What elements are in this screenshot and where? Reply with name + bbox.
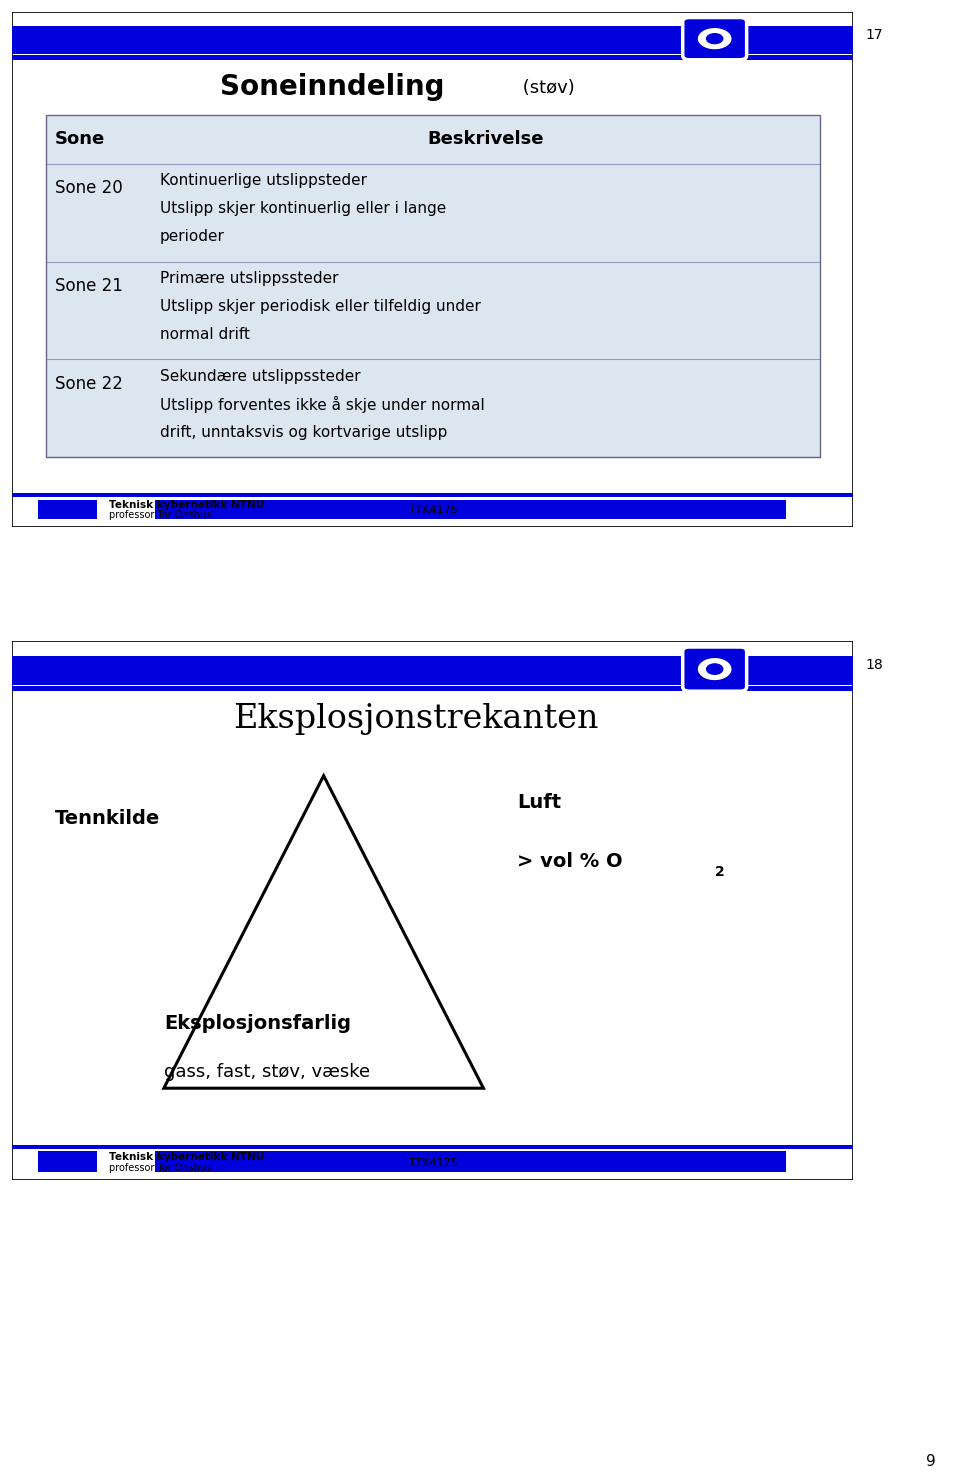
Bar	[12, 1144, 853, 1149]
Text: Utslipp skjer periodisk eller tilfeldig under: Utslipp skjer periodisk eller tilfeldig …	[159, 298, 481, 313]
Text: Primære utslippssteder: Primære utslippssteder	[159, 272, 338, 286]
Text: Sone: Sone	[55, 131, 105, 148]
Circle shape	[699, 659, 731, 680]
Text: 2: 2	[714, 865, 725, 879]
Text: 17: 17	[865, 28, 882, 42]
Bar	[12, 686, 853, 692]
Bar	[156, 1152, 786, 1172]
Bar	[46, 261, 820, 359]
Bar	[12, 55, 853, 59]
Bar	[12, 25, 853, 53]
Text: 18: 18	[865, 657, 882, 672]
Bar	[37, 500, 97, 519]
Text: Beskrivelse: Beskrivelse	[427, 131, 543, 148]
Circle shape	[699, 28, 731, 49]
Text: Eksplosjonsfarlig: Eksplosjonsfarlig	[164, 1014, 350, 1033]
Text: Sone 21: Sone 21	[55, 278, 123, 295]
Text: Teknisk kybernetikk NTNU: Teknisk kybernetikk NTNU	[109, 500, 264, 510]
Text: professor Tor Onshus: professor Tor Onshus	[109, 510, 211, 521]
Bar	[12, 656, 853, 686]
Text: Sone 22: Sone 22	[55, 375, 123, 393]
Bar	[156, 500, 786, 519]
Text: professor Tor Onshus: professor Tor Onshus	[109, 1163, 211, 1172]
Bar	[46, 359, 820, 457]
Text: 9: 9	[926, 1454, 936, 1469]
Text: normal drift: normal drift	[159, 326, 250, 341]
Text: drift, unntaksvis og kortvarige utslipp: drift, unntaksvis og kortvarige utslipp	[159, 424, 447, 439]
Text: > vol % O: > vol % O	[517, 852, 623, 871]
Text: Kontinuerlige utslippsteder: Kontinuerlige utslippsteder	[159, 174, 367, 188]
Bar	[37, 1152, 97, 1172]
Text: Tennkilde: Tennkilde	[55, 809, 159, 828]
Bar	[46, 114, 820, 457]
FancyBboxPatch shape	[683, 18, 747, 59]
Text: Eksplosjonstrekanten: Eksplosjonstrekanten	[233, 703, 599, 735]
Text: Sekundære utslippssteder: Sekundære utslippssteder	[159, 368, 360, 384]
Text: Teknisk kybernetikk NTNU: Teknisk kybernetikk NTNU	[109, 1152, 264, 1162]
Text: perioder: perioder	[159, 229, 225, 243]
FancyBboxPatch shape	[683, 647, 747, 692]
Circle shape	[707, 34, 723, 43]
Text: Soneinndeling: Soneinndeling	[220, 73, 444, 101]
Bar	[46, 114, 820, 163]
Text: Utslipp forventes ikke å skje under normal: Utslipp forventes ikke å skje under norm…	[159, 396, 485, 413]
Bar	[46, 163, 820, 261]
Text: (støv): (støv)	[517, 79, 575, 96]
Circle shape	[707, 663, 723, 674]
Bar	[12, 493, 853, 497]
Text: Luft: Luft	[517, 792, 562, 812]
Text: Sone 20: Sone 20	[55, 180, 122, 197]
Text: Utslipp skjer kontinuerlig eller i lange: Utslipp skjer kontinuerlig eller i lange	[159, 200, 445, 217]
Text: TTK4175: TTK4175	[409, 506, 457, 515]
Text: gass, fast, støv, væske: gass, fast, støv, væske	[164, 1063, 370, 1080]
Text: TTK4175: TTK4175	[409, 1158, 457, 1168]
